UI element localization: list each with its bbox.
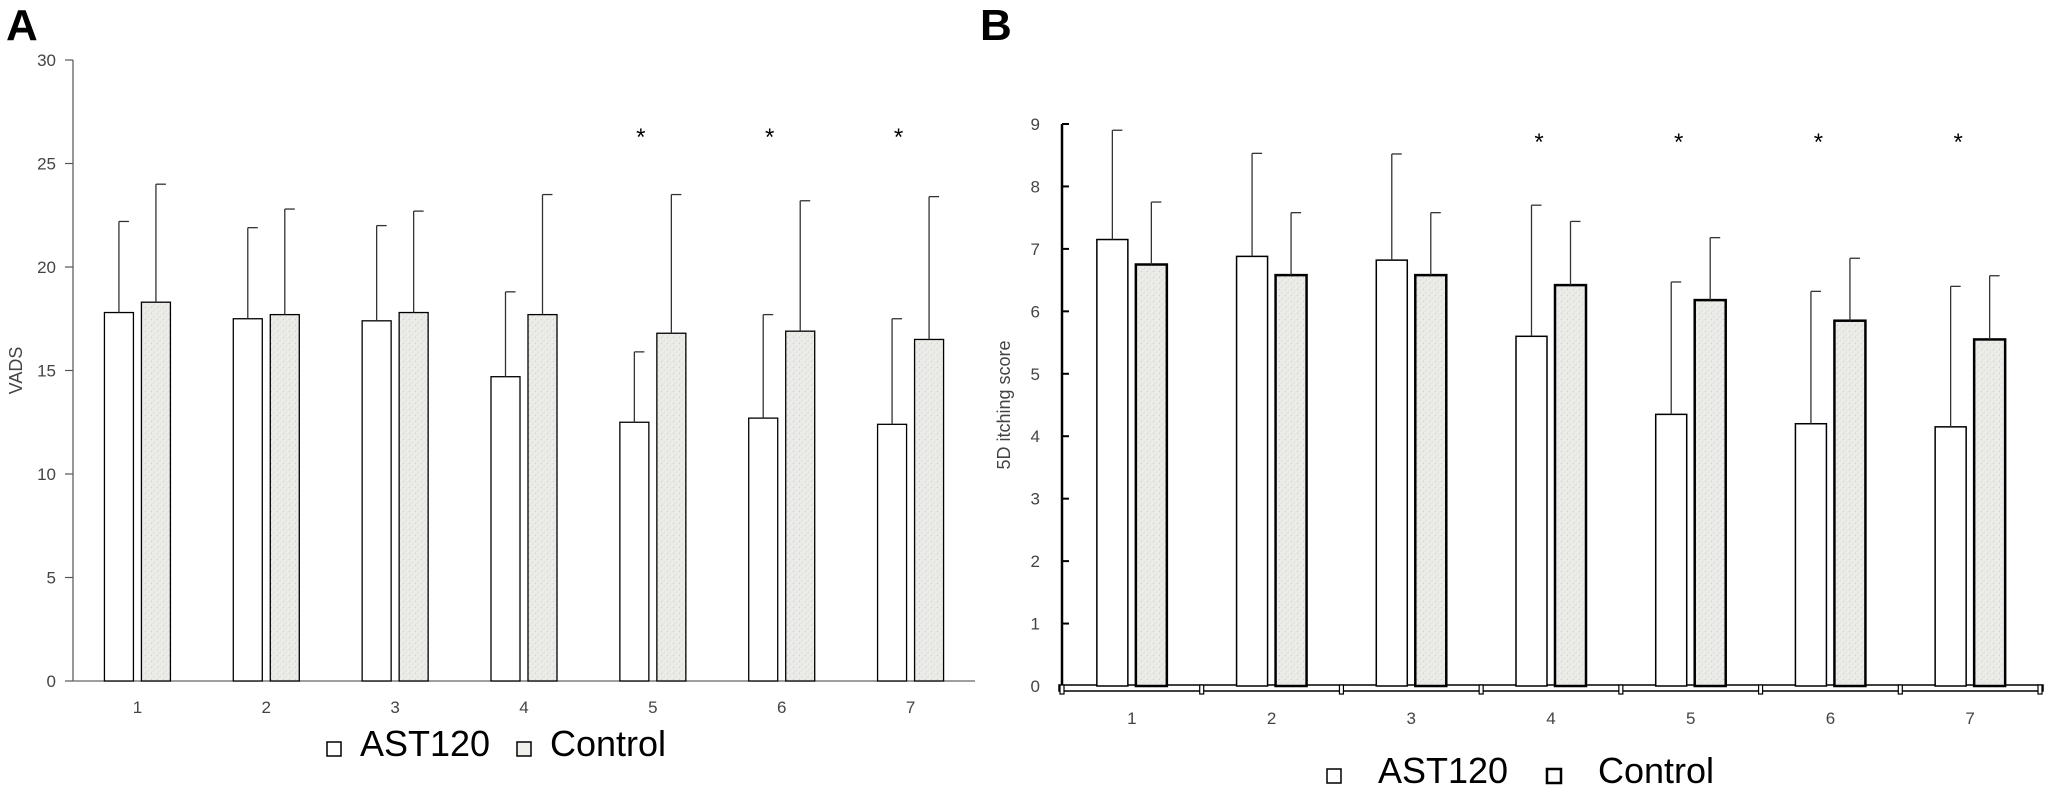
x-tick-label: 6 [1826,709,1835,728]
panel-letter: B [980,1,1012,50]
x-tick-label: 2 [1267,709,1276,728]
bar-ast120 [490,376,521,682]
y-tick-label: 10 [37,465,56,484]
legend-label-ast120: AST120 [1378,750,1508,791]
significance-marker: * [1674,129,1683,156]
x-tick-mark [1478,684,1484,695]
x-tick-label: 3 [1407,709,1416,728]
bar-ast120 [876,423,908,682]
bar-control [913,338,945,682]
x-tick-mark [1338,684,1345,695]
y-tick-label: 30 [37,51,56,70]
y-tick-label: 0 [1031,677,1040,696]
bar-control [398,311,429,682]
x-tick-mark [1059,684,1065,695]
significance-marker: * [1953,129,1962,156]
y-tick-label: 2 [1031,552,1040,571]
x-tick-mark [1897,684,1903,695]
x-tick-label: 5 [648,698,657,717]
y-tick-label: 20 [37,258,56,277]
y-tick-label: 5 [1031,365,1040,384]
bar-ast120 [1235,255,1269,687]
x-tick-mark [1199,684,1205,695]
bar-control [140,301,172,682]
bar-ast120 [1934,426,1967,687]
y-axis-label: VADS [6,347,26,395]
bar-control [1274,273,1308,688]
bar-control [1693,298,1727,688]
y-tick-label: 8 [1031,177,1040,196]
x-tick-mark [1618,684,1624,695]
x-tick-label: 5 [1686,709,1695,728]
significance-marker: * [894,124,903,151]
significance-marker: * [1814,129,1823,156]
y-tick-label: 0 [47,672,56,691]
bar-control [527,313,558,682]
y-tick-label: 1 [1031,615,1040,634]
x-tick-label: 2 [262,698,271,717]
bar-control [1833,319,1867,688]
bar-ast120 [619,421,650,682]
bar-ast120 [1654,413,1688,687]
bar-ast120 [1375,259,1409,687]
x-tick-label: 4 [1546,709,1555,728]
bar-ast120 [1515,335,1548,687]
x-axis-band [1058,684,2044,692]
legend-label-ast120: AST120 [360,723,490,764]
significance-marker: * [765,124,774,151]
y-tick-label: 3 [1031,490,1040,509]
x-tick-label: 1 [1127,709,1136,728]
bar-control [1972,338,2007,688]
legend-label-control: Control [1598,750,1714,791]
x-tick-label: 7 [1965,709,1974,728]
bar-control [269,313,300,682]
bar-control [1553,283,1588,688]
bar-ast120 [361,320,392,682]
x-tick-label: 4 [519,698,528,717]
y-tick-label: 9 [1031,115,1040,134]
x-tick-label: 6 [777,698,786,717]
bar-control [1134,263,1169,688]
x-tick-mark [1757,684,1764,695]
legend-swatch-ast120 [1326,768,1342,784]
x-tick-label: 1 [133,698,142,717]
panel-a-chart: A VADS 0 5 10 15 20 25 30 1 2 3 4 * 5 * 6 * 7 AST120 Control [6,1,975,764]
y-tick-label: 7 [1031,240,1040,259]
legend-label-control: Control [550,723,666,764]
significance-marker: * [1534,129,1543,156]
legend-swatch-control [516,741,532,757]
legend-swatch-ast120 [326,741,342,757]
panel-letter: A [6,1,38,50]
x-tick-mark [2037,684,2043,695]
y-tick-label: 25 [37,155,56,174]
bar-control [785,330,816,682]
bar-ast120 [232,318,263,682]
significance-marker: * [636,124,645,151]
legend-swatch-control [1545,767,1563,785]
panel-b-chart: B 5D itching score 0 1 2 3 4 5 6 7 8 9 1 2 3 * 4 * 5 * 6 * 7 AS… [980,1,2044,791]
x-tick-label: 7 [906,698,915,717]
y-axis-label: 5D itching score [994,340,1014,469]
y-tick-label: 4 [1031,427,1040,446]
bar-ast120 [103,311,135,682]
x-tick-label: 3 [390,698,399,717]
bar-control [1414,273,1448,688]
y-tick-label: 15 [37,362,56,381]
bar-ast120 [1096,238,1129,687]
bar-ast120 [748,417,779,682]
bar-control [656,332,687,682]
bar-ast120 [1794,422,1828,687]
y-tick-label: 6 [1031,302,1040,321]
y-tick-label: 5 [47,569,56,588]
